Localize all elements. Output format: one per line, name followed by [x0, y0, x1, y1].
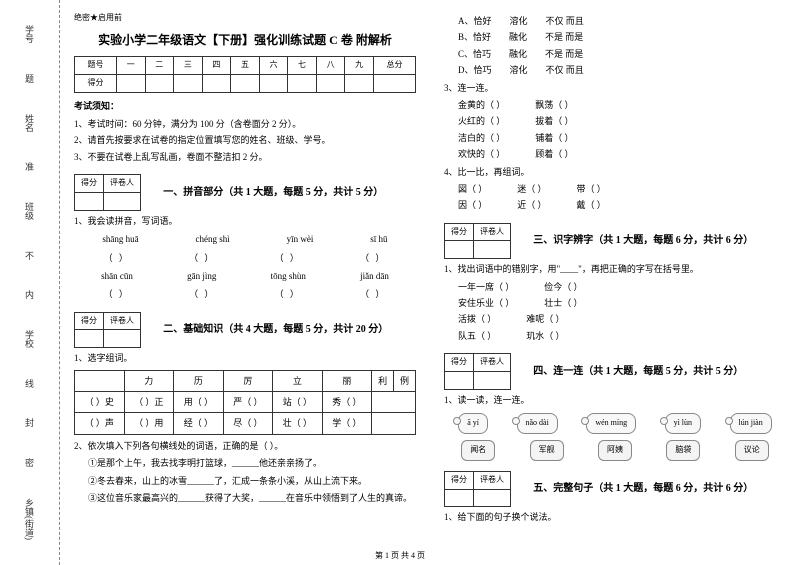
- cloud-row: ā yí nǎo dài wén míng yì lùn lún jiàn: [444, 413, 786, 434]
- margin-label: 学号: [23, 25, 36, 43]
- section-2-title: 二、基础知识（共 4 大题，每题 5 分，共计 20 分）: [163, 324, 388, 335]
- q1-1: 1、我会读拼音，写词语。: [74, 214, 416, 228]
- pinyin-cloud: nǎo dài: [517, 413, 558, 434]
- th: 六: [259, 56, 288, 74]
- margin-label: 班级: [23, 202, 36, 220]
- th: 五: [231, 56, 260, 74]
- content-area: 绝密★启用前 实验小学二年级语文【下册】强化训练试题 C 卷 附解析 题号 一 …: [60, 0, 800, 565]
- section-1-title: 一、拼音部分（共 1 大题，每题 5 分，共计 5 分）: [163, 187, 383, 198]
- char-table: 力 历 厉 立 丽 利 例 （ ）史 （ ）正 用（ ） 严（ ） 站（ ） 秀…: [74, 370, 416, 435]
- margin-dash: 密: [23, 458, 36, 467]
- q2-2: 2、依次填入下列各句横线处的词语，正确的是（ ）。: [74, 439, 416, 453]
- pinyin-cloud: yì lùn: [665, 413, 701, 434]
- option-d: D、恰巧 溶化 不仅 而且: [458, 63, 786, 77]
- word-bubble: 军舰: [530, 440, 564, 461]
- notice-item: 3、不要在试卷上乱写乱画，卷面不整洁扣 2 分。: [74, 150, 416, 164]
- q2-3: 3、连一连。: [444, 81, 786, 95]
- q2-1: 1、选字组词。: [74, 351, 416, 365]
- pinyin-cloud: lún jiàn: [730, 413, 772, 434]
- scorebox: 得分评卷人: [74, 312, 141, 349]
- section-5-title: 五、完整句子（共 1 大题，每题 6 分，共计 6 分）: [533, 483, 753, 494]
- scorebox: 得分评卷人: [444, 471, 511, 508]
- option-b: B、恰好 融化 不是 而是: [458, 30, 786, 44]
- blank-row: （ ） （ ） （ ） （ ）: [74, 287, 416, 301]
- th: 二: [145, 56, 174, 74]
- word-bubble: 脑袋: [666, 440, 700, 461]
- th: 三: [174, 56, 203, 74]
- th: 七: [288, 56, 317, 74]
- option-a: A、恰好 溶化 不仅 而且: [458, 14, 786, 28]
- q4-1: 1、读一读，连一连。: [444, 393, 786, 407]
- notice-title: 考试须知：: [74, 99, 416, 113]
- bubble-row: 闻名 军舰 阿姨 脑袋 议论: [444, 440, 786, 461]
- word-bubble: 闻名: [461, 440, 495, 461]
- section-3-title: 三、识字辨字（共 1 大题，每题 6 分，共计 6 分）: [533, 235, 753, 246]
- margin-dash: 内: [23, 290, 36, 299]
- scorebox: 得分评卷人: [444, 223, 511, 260]
- confidential-label: 绝密★启用前: [74, 12, 416, 25]
- th: 总分: [373, 56, 415, 74]
- th: 九: [345, 56, 374, 74]
- q2-4: 4、比一比，再组词。: [444, 165, 786, 179]
- exam-title: 实验小学二年级语文【下册】强化训练试题 C 卷 附解析: [74, 31, 416, 50]
- margin-dash: 不: [23, 251, 36, 260]
- q2-2c: ③这位音乐家最高兴的______获得了大奖，______在音乐中领悟到了人生的真…: [74, 491, 416, 505]
- pinyin-cloud: ā yí: [458, 413, 488, 434]
- th: 题号: [75, 56, 117, 74]
- th: 八: [316, 56, 345, 74]
- scorebox: 得分评卷人: [444, 353, 511, 390]
- right-column: A、恰好 溶化 不仅 而且 B、恰好 融化 不是 而是 C、恰巧 融化 不是 而…: [430, 0, 800, 565]
- q3-1: 1、找出词语中的错别字，用"____"，再把正确的字写在括号里。: [444, 262, 786, 276]
- margin-dash: 封: [23, 418, 36, 427]
- binding-margin: 学号 题 姓名 准 班级 不 内 学校 线 封 密 乡镇(街道): [0, 0, 60, 565]
- q5-1: 1、给下面的句子换个说法。: [444, 510, 786, 524]
- margin-dash: 准: [23, 162, 36, 171]
- pinyin-cloud: wén míng: [586, 413, 636, 434]
- word-bubble: 议论: [735, 440, 769, 461]
- pinyin-row: shāng huā chéng shì yīn wèi sī hū: [74, 232, 416, 246]
- row-label: 得分: [75, 74, 117, 92]
- notice-item: 1、考试时间：60 分钟，满分为 100 分（含卷面分 2 分）。: [74, 117, 416, 131]
- q2-2a: ①是那个上午，我去找李明打篮球，______他还亲亲扬了。: [74, 456, 416, 470]
- th: 四: [202, 56, 231, 74]
- score-table: 题号 一 二 三 四 五 六 七 八 九 总分 得分: [74, 56, 416, 93]
- word-bubble: 阿姨: [598, 440, 632, 461]
- q2-2b: ②冬去春来，山上的冰雪______了，汇成一条条小溪，从山上流下来。: [74, 474, 416, 488]
- th: 一: [116, 56, 145, 74]
- margin-label: 乡镇(街道): [23, 498, 36, 540]
- blank-row: （ ） （ ） （ ） （ ）: [74, 251, 416, 265]
- section-4-title: 四、连一连（共 1 大题，每题 5 分，共计 5 分）: [533, 366, 743, 377]
- left-column: 绝密★启用前 实验小学二年级语文【下册】强化训练试题 C 卷 附解析 题号 一 …: [60, 0, 430, 565]
- scorebox: 得分评卷人: [74, 174, 141, 211]
- margin-label: 学校: [23, 330, 36, 348]
- page-footer: 第 1 页 共 4 页: [0, 550, 800, 561]
- pinyin-row: shān cūn gān jìng tōng shùn jiǎn dān: [74, 269, 416, 283]
- option-c: C、恰巧 融化 不是 而是: [458, 47, 786, 61]
- margin-dash: 线: [23, 379, 36, 388]
- margin-label: 姓名: [23, 114, 36, 132]
- notice-item: 2、请首先按要求在试卷的指定位置填写您的姓名、班级、学号。: [74, 133, 416, 147]
- margin-dash: 题: [23, 74, 36, 83]
